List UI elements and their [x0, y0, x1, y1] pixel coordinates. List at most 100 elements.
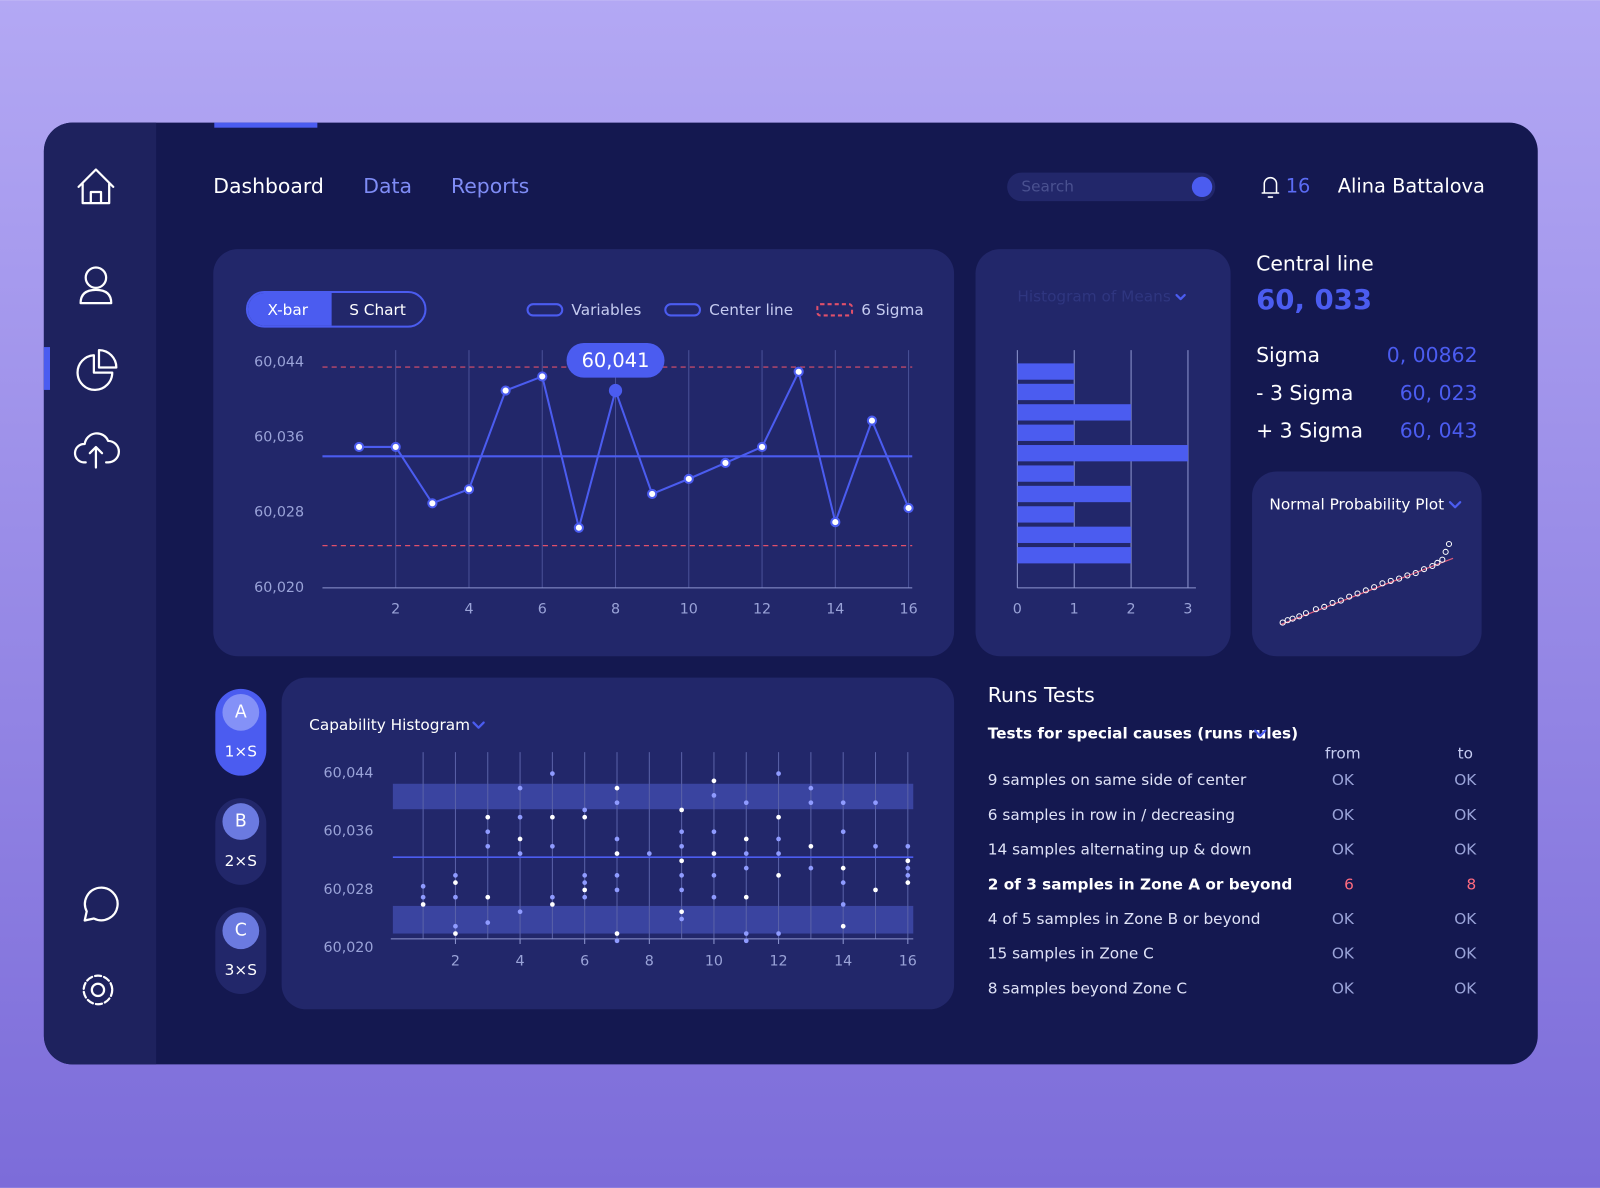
toggle-active[interactable]: [247, 292, 332, 326]
data-point: [1302, 610, 1309, 617]
data-point: [614, 931, 620, 936]
x-tick-label: 4: [464, 601, 473, 617]
x-tick-label: 1: [1070, 601, 1079, 617]
test-name: 6 samples in row in / decreasing: [988, 806, 1235, 824]
y-tick-label: 60,036: [254, 430, 304, 446]
data-point[interactable]: [427, 498, 438, 509]
x-tick-label: 8: [645, 953, 654, 969]
y-tick-label: 60,020: [324, 940, 374, 956]
data-point: [550, 843, 555, 849]
probability-title[interactable]: Normal Probability Plot: [1269, 496, 1444, 514]
data-point[interactable]: [500, 385, 511, 396]
data-point: [582, 894, 588, 900]
data-point: [873, 800, 878, 806]
toggle-xbar[interactable]: X-bar: [267, 301, 308, 319]
data-point: [420, 883, 426, 889]
x-tick-label: 2: [1127, 601, 1136, 617]
data-point[interactable]: [793, 366, 804, 377]
data-point: [582, 807, 588, 813]
data-point: [1346, 593, 1353, 600]
data-point: [679, 873, 684, 878]
data-point: [905, 843, 911, 849]
data-point: [485, 814, 491, 820]
stat-label: Sigma: [1256, 343, 1320, 367]
data-point: [550, 894, 555, 900]
bar: [1017, 526, 1132, 543]
data-point[interactable]: [903, 502, 914, 514]
chevron: [472, 721, 485, 729]
data-point[interactable]: [720, 457, 731, 469]
data-point: [1354, 590, 1361, 597]
data-point: [582, 887, 588, 893]
runs-subtitle[interactable]: Tests for special causes (runs rules): [988, 724, 1298, 742]
x-tick-label: 6: [580, 953, 589, 969]
data-point: [614, 887, 620, 893]
data-point[interactable]: [608, 383, 623, 398]
y-tick-label: 60,036: [324, 824, 374, 840]
data-point: [840, 800, 846, 806]
legend-label: Variables: [571, 301, 641, 319]
bar: [1017, 363, 1075, 380]
data-point[interactable]: [463, 484, 475, 495]
search-box[interactable]: [1007, 172, 1216, 202]
data-point: [1312, 606, 1319, 613]
data-point: [453, 923, 458, 929]
data-point: [776, 836, 781, 842]
data-point: [679, 916, 684, 922]
data-point: [840, 902, 846, 907]
xbar-card: [213, 249, 955, 657]
nav-tab[interactable]: Reports: [451, 174, 529, 198]
data-point[interactable]: [683, 473, 694, 484]
test-result: OK: [1332, 945, 1355, 963]
capability-title[interactable]: Capability Histogram: [309, 716, 470, 734]
tab-indicator: [214, 122, 318, 128]
data-point: [743, 800, 749, 806]
test-result: OK: [1332, 806, 1355, 824]
data-point[interactable]: [756, 441, 768, 453]
fit-line: [1280, 557, 1454, 626]
data-point: [1434, 559, 1441, 566]
chat-icon[interactable]: [83, 886, 119, 922]
x-tick-label: 8: [611, 601, 620, 617]
data-point: [873, 843, 878, 849]
data-point[interactable]: [353, 441, 365, 453]
data-point[interactable]: [866, 415, 878, 426]
chart-icon[interactable]: [76, 349, 118, 392]
bar: [1017, 465, 1075, 482]
bell-icon[interactable]: [1261, 176, 1280, 198]
data-point[interactable]: [830, 517, 841, 528]
data-point: [453, 880, 458, 885]
y-tick-label: 60,020: [254, 580, 304, 596]
data-point: [1279, 619, 1286, 626]
data-point: [1362, 587, 1369, 594]
test-name: 8 samples beyond Zone C: [988, 979, 1187, 997]
home-icon[interactable]: [77, 168, 115, 205]
upload-icon[interactable]: [73, 432, 120, 469]
nav-tab[interactable]: Data: [363, 174, 412, 198]
data-point[interactable]: [537, 371, 548, 382]
bar: [1017, 547, 1132, 564]
settings-icon[interactable]: [82, 974, 114, 1006]
search-button[interactable]: [1191, 176, 1213, 198]
toggle-s-chart[interactable]: S Chart: [349, 301, 406, 319]
runs-title: Runs Tests: [988, 683, 1095, 707]
y-tick-label: 60,044: [254, 354, 304, 370]
user-icon[interactable]: [79, 266, 113, 305]
chevron: [1253, 729, 1267, 737]
notification-count[interactable]: 16: [1286, 174, 1311, 197]
data-point[interactable]: [390, 441, 401, 453]
data-point[interactable]: [573, 522, 584, 533]
zone-band: [392, 905, 914, 934]
data-point: [679, 807, 684, 813]
data-point: [743, 938, 749, 944]
test-result: OK: [1332, 910, 1355, 928]
test-name: 15 samples in Zone C: [988, 945, 1154, 963]
user-name[interactable]: Alina Battalova: [1338, 174, 1485, 197]
data-point: [711, 894, 717, 900]
histogram-title[interactable]: Histogram of Means: [1017, 288, 1170, 306]
data-point[interactable]: [647, 488, 658, 500]
data-point: [582, 873, 588, 878]
nav-tab[interactable]: Dashboard: [213, 174, 324, 198]
chevron: [1448, 501, 1462, 509]
